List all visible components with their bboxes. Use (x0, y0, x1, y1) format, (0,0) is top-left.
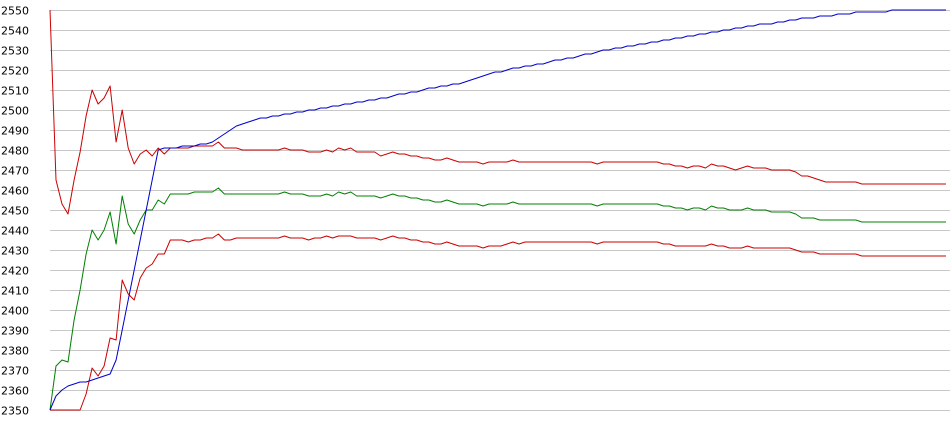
series-line-4 (49, 9, 946, 411)
y-tick-label: 2550 (1, 5, 29, 18)
series-line-1 (49, 9, 946, 215)
y-tick-label: 2470 (1, 165, 29, 178)
y-tick-label: 2360 (1, 385, 29, 398)
y-tick-label: 2420 (1, 265, 29, 278)
y-tick-label: 2440 (1, 225, 29, 238)
y-tick-label: 2350 (1, 405, 29, 418)
y-tick-label: 2390 (1, 325, 29, 338)
y-tick-label: 2530 (1, 45, 29, 58)
y-tick-label: 2380 (1, 345, 29, 358)
series-line-3 (50, 233, 946, 411)
y-tick-label: 2490 (1, 125, 29, 138)
y-tick-label: 2510 (1, 85, 29, 98)
y-tick-label: 2480 (1, 145, 29, 158)
y-axis-tick-labels: 2350 2360 2370 2380 2390 2400 2410 2420 2430 2440… (1, 5, 29, 418)
y-tick-label: 2520 (1, 65, 29, 78)
grid-lines (50, 10, 950, 411)
series-lines (49, 9, 946, 411)
series-line-2 (49, 187, 946, 411)
y-tick-label: 2460 (1, 185, 29, 198)
y-tick-label: 2430 (1, 245, 29, 258)
y-tick-label: 2450 (1, 205, 29, 218)
y-tick-label: 2500 (1, 105, 29, 118)
y-tick-label: 2400 (1, 305, 29, 318)
y-tick-label: 2540 (1, 25, 29, 38)
y-tick-label: 2410 (1, 285, 29, 298)
y-tick-label: 2370 (1, 365, 29, 378)
